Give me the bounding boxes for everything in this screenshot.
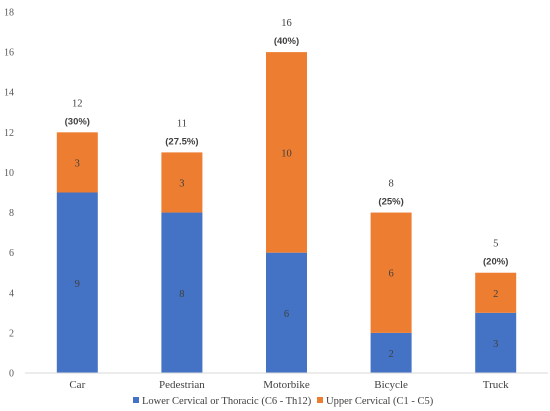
- total-label: 16: [281, 18, 292, 29]
- x-category-label: Motorbike: [263, 379, 310, 391]
- total-label: 11: [177, 118, 187, 129]
- bar-segment-lower: [266, 252, 307, 373]
- y-tick-label: 8: [9, 208, 14, 219]
- x-category-label: Bicycle: [374, 379, 408, 391]
- legend-swatch: [317, 397, 323, 403]
- y-tick-label: 2: [9, 328, 14, 339]
- bar-segment-lower: [56, 192, 98, 373]
- y-tick-label: 6: [9, 248, 14, 259]
- segment-value-label: 8: [179, 289, 184, 300]
- legend-swatch: [133, 397, 139, 403]
- bar-segment-upper: [266, 52, 307, 253]
- y-tick-label: 16: [4, 48, 14, 59]
- segment-value-label: 6: [388, 269, 393, 280]
- bar-segment-lower: [161, 212, 203, 373]
- y-tick-label: 10: [4, 168, 14, 179]
- y-tick-label: 18: [4, 8, 14, 19]
- x-axis: Car Pedestrian Motorbike Bicycle Truck: [69, 379, 509, 391]
- bar-segment-lower: [370, 332, 412, 373]
- segment-value-label: 2: [388, 349, 393, 360]
- segment-value-label: 6: [284, 309, 289, 320]
- percent-label: (25%): [378, 197, 403, 208]
- percent-label: (30%): [65, 116, 90, 127]
- segment-value-label: 9: [75, 279, 80, 290]
- y-tick-label: 12: [4, 128, 14, 139]
- bar-segment-upper: [475, 272, 517, 313]
- x-category-label: Car: [69, 379, 85, 391]
- total-label: 5: [493, 239, 498, 250]
- bars: [56, 52, 517, 373]
- segment-data-labels: 9 3 8 3 6 10 2 6 3 2: [75, 148, 499, 360]
- total-label: 8: [388, 179, 393, 190]
- y-tick-label: 4: [9, 288, 14, 299]
- segment-value-label: 3: [179, 178, 184, 189]
- total-labels: (30%) 12 (27.5%) 11 (40%) 16 (25%) 8 (20%) 5: [65, 18, 509, 268]
- bar-segment-lower: [475, 312, 517, 373]
- y-tick-label: 0: [9, 369, 14, 380]
- legend-entry-label: Upper Cervical (C1 - C5): [326, 396, 434, 407]
- legend: Lower Cervical or Thoracic (C6 - Th12) Up…: [133, 396, 434, 407]
- segment-value-label: 3: [493, 339, 498, 350]
- y-tick-label: 14: [4, 88, 14, 99]
- total-label: 12: [72, 98, 83, 109]
- percent-label: (40%): [274, 36, 299, 47]
- segment-value-label: 3: [75, 158, 80, 169]
- y-axis: 0 2 4 6 8 10 12 14 16 18: [4, 8, 14, 380]
- x-category-label: Pedestrian: [159, 379, 205, 391]
- x-category-label: Truck: [483, 379, 509, 391]
- percent-label: (27.5%): [165, 136, 198, 147]
- bar-segment-upper: [161, 152, 203, 213]
- bar-segment-upper: [370, 212, 412, 333]
- bar-segment-upper: [56, 132, 98, 193]
- percent-label: (20%): [483, 257, 508, 268]
- segment-value-label: 2: [493, 289, 498, 300]
- legend-entry-label: Lower Cervical or Thoracic (C6 - Th12): [142, 396, 312, 407]
- segment-value-label: 10: [281, 148, 292, 159]
